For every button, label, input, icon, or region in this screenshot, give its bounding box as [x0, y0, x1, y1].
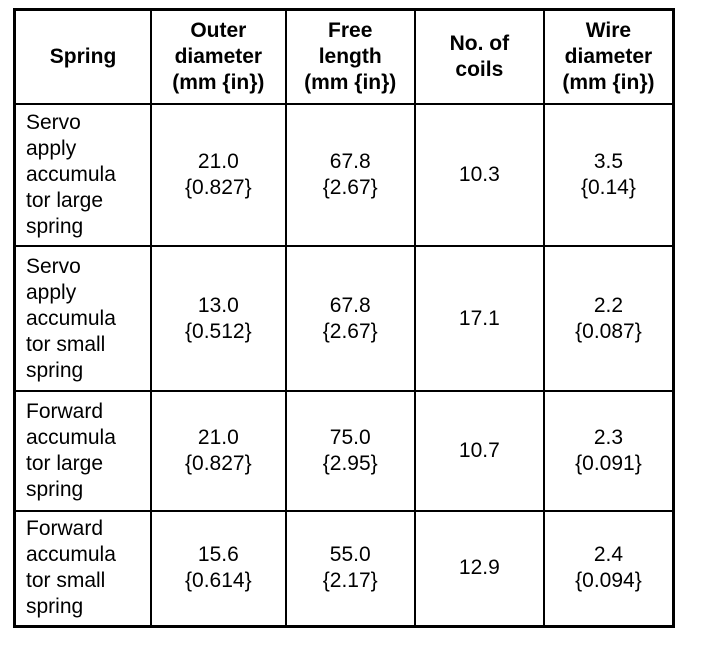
- table-body: Servo apply accumula tor large spring 21.…: [13, 103, 675, 627]
- table-row: Forward accumula tor small spring 15.6 {0…: [13, 510, 675, 627]
- value-cell: 17.1: [413, 245, 545, 392]
- header-cell: Spring: [13, 8, 153, 105]
- spring-table: Spring Outer diameter (mm {in}) Free lengt…: [13, 8, 675, 628]
- header-cell: No. of coils: [413, 8, 545, 105]
- value-cell: 67.8 {2.67}: [284, 103, 416, 247]
- table-row: Servo apply accumula tor large spring 21.…: [13, 103, 675, 247]
- value-cell: 21.0 {0.827}: [150, 103, 287, 247]
- value-cell: 55.0 {2.17}: [284, 510, 416, 627]
- value-cell: 67.8 {2.67}: [284, 245, 416, 392]
- table-header: Spring Outer diameter (mm {in}) Free lengt…: [13, 8, 675, 105]
- value-cell: 3.5 {0.14}: [542, 103, 675, 247]
- value-cell: 10.3: [413, 103, 545, 247]
- value-cell: 2.2 {0.087}: [542, 245, 675, 392]
- value-cell: 15.6 {0.614}: [150, 510, 287, 627]
- table-row: Servo apply accumula tor small spring 13.…: [13, 245, 675, 392]
- header-row: Spring Outer diameter (mm {in}) Free lengt…: [13, 8, 675, 105]
- header-cell: Outer diameter (mm {in}): [150, 8, 287, 105]
- spring-name-cell: Servo apply accumula tor large spring: [13, 103, 153, 247]
- spring-name-cell: Forward accumula tor small spring: [13, 510, 153, 627]
- header-cell: Free length (mm {in}): [284, 8, 416, 105]
- header-cell: Wire diameter (mm {in}): [542, 8, 675, 105]
- value-cell: 13.0 {0.512}: [150, 245, 287, 392]
- spring-name-cell: Forward accumula tor large spring: [13, 390, 153, 512]
- spring-name-cell: Servo apply accumula tor small spring: [13, 245, 153, 392]
- value-cell: 2.3 {0.091}: [542, 390, 675, 512]
- value-cell: 2.4 {0.094}: [542, 510, 675, 627]
- table-row: Forward accumula tor large spring 21.0 {0…: [13, 390, 675, 512]
- value-cell: 10.7: [413, 390, 545, 512]
- value-cell: 21.0 {0.827}: [150, 390, 287, 512]
- value-cell: 12.9: [413, 510, 545, 627]
- value-cell: 75.0 {2.95}: [284, 390, 416, 512]
